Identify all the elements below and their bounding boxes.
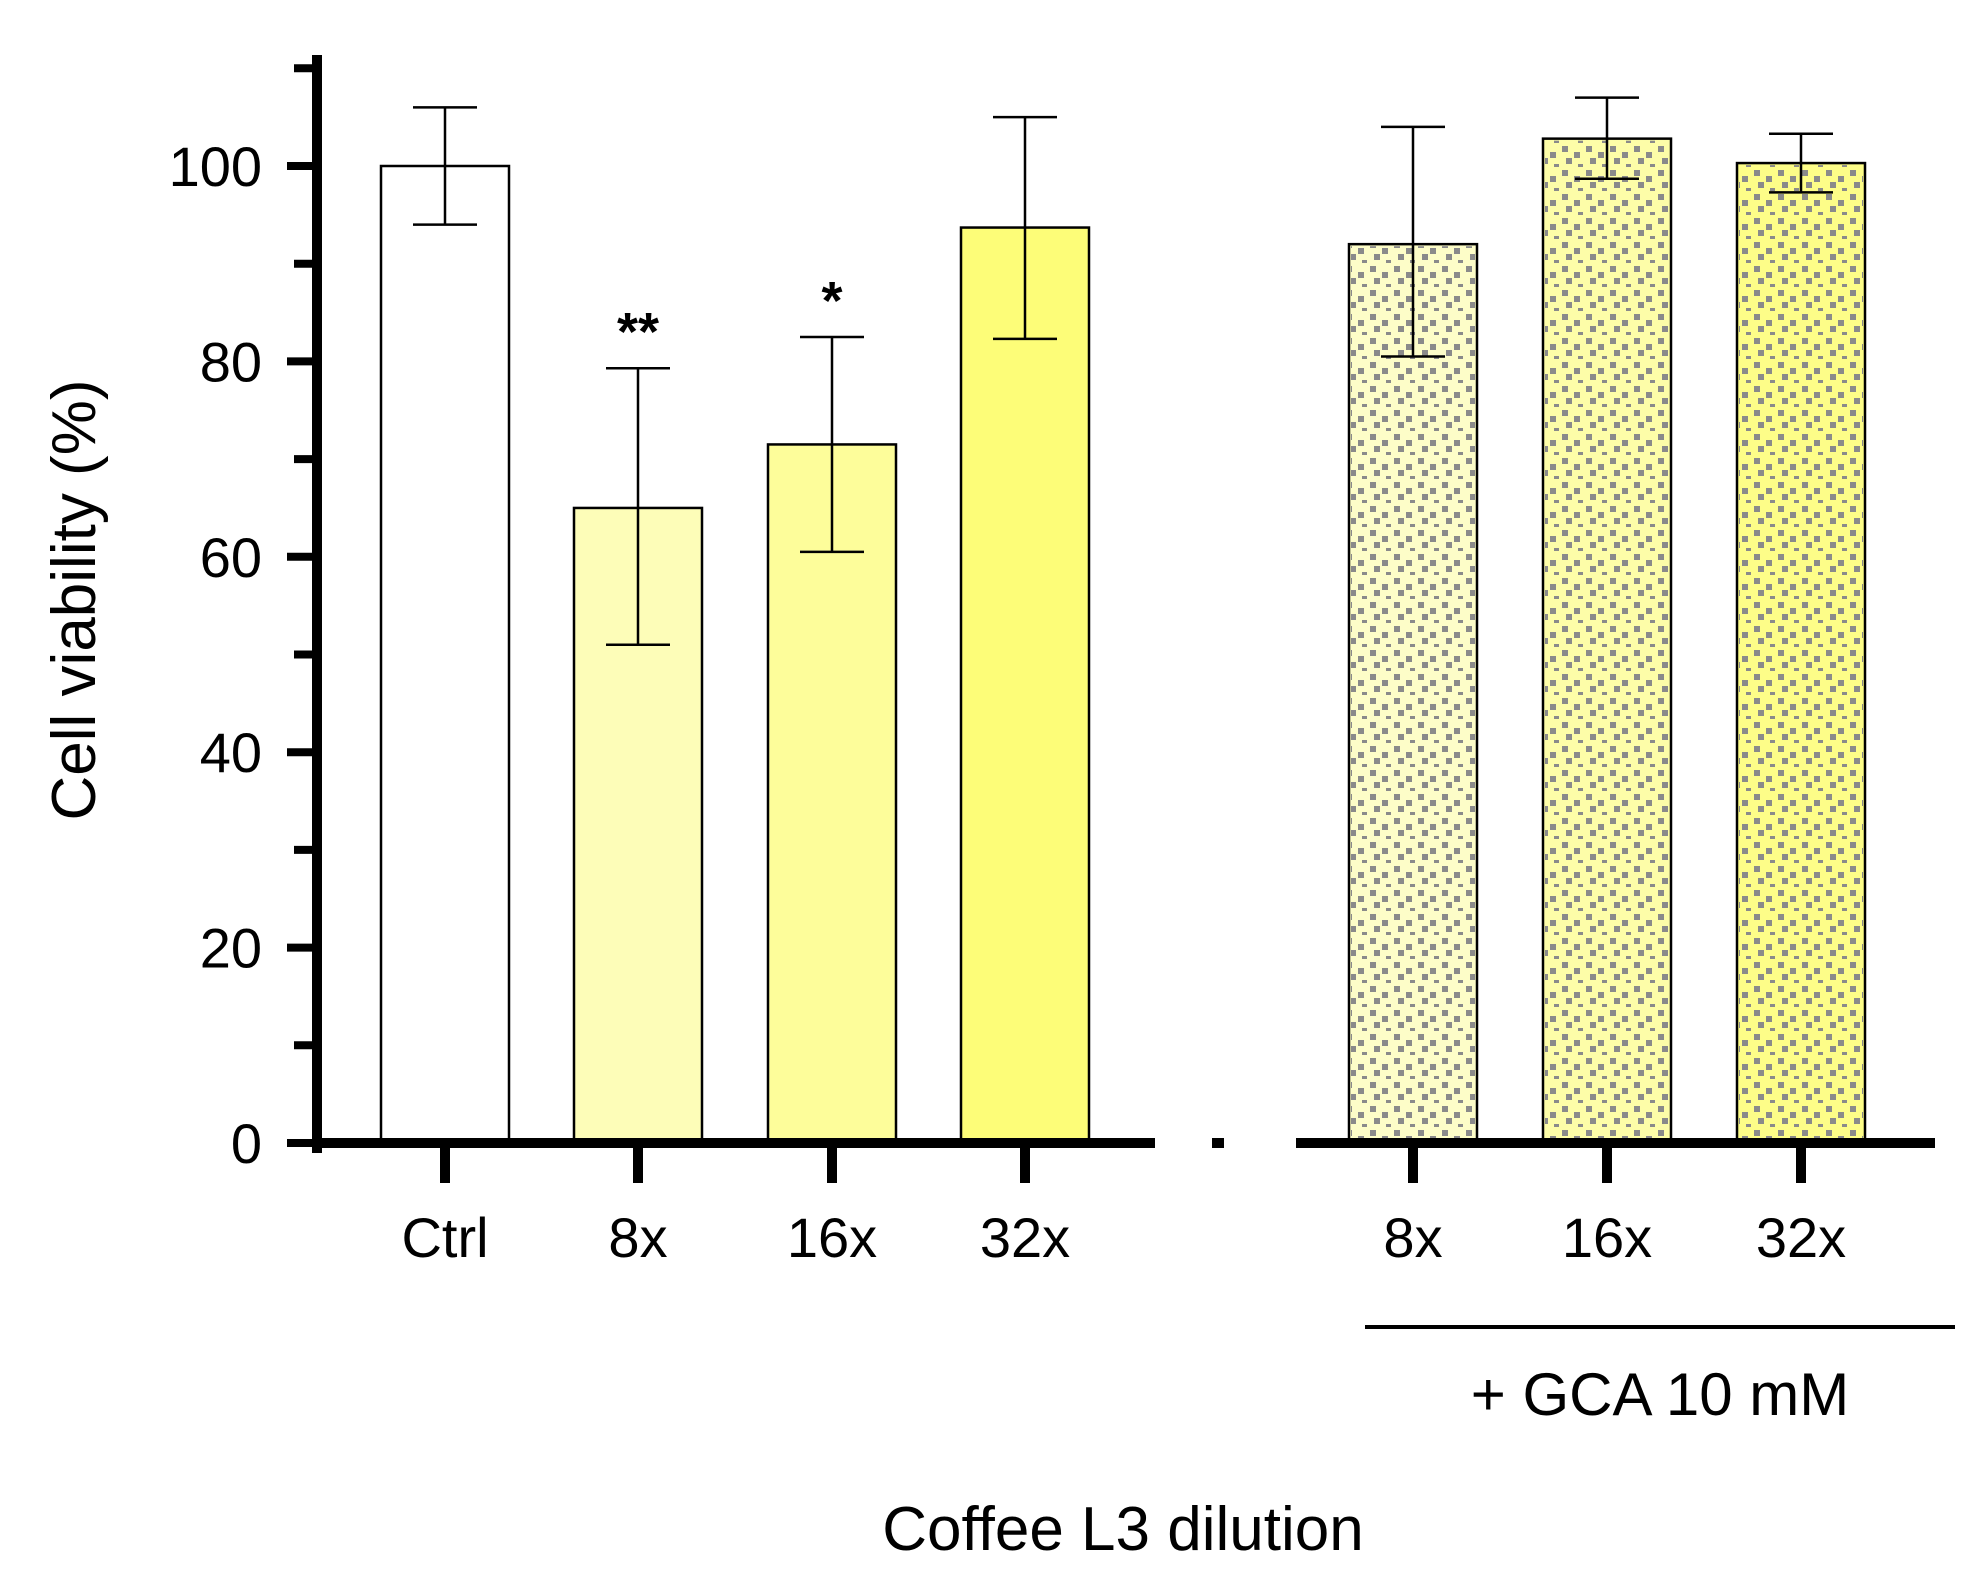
y-tick-label-40: 40 (200, 721, 262, 784)
significance-label-16x: * (821, 271, 842, 331)
y-tick-label-0: 0 (231, 1112, 262, 1175)
y-tick-label-80: 80 (200, 330, 262, 393)
x-tick-label-8x: 8x (608, 1206, 667, 1269)
x-tick-label-16x: 16x (787, 1206, 877, 1269)
bar-pattern-gca-32x (1739, 165, 1863, 1142)
error-bar-16x (800, 335, 864, 554)
bar-pattern-gca-8x (1351, 246, 1475, 1141)
x-tick-label-gca-8x: 8x (1383, 1206, 1442, 1269)
x-axis-title: Coffee L3 dilution (882, 1495, 1363, 1564)
x-tick-label-gca-16x: 16x (1562, 1206, 1652, 1269)
error-bar-gca-8x (1381, 125, 1445, 358)
error-bar-gca-16x (1575, 96, 1639, 180)
axes-layer (312, 55, 1935, 1153)
significance-labels-layer: *** (617, 271, 843, 362)
bar-32x (959, 226, 1091, 1145)
error-bar-ctrl (413, 106, 477, 226)
bars-layer (379, 137, 1867, 1145)
x-tick-label-32x: 32x (980, 1206, 1070, 1269)
x-tick-label-ctrl: Ctrl (401, 1206, 488, 1269)
error-bar-8x (606, 366, 670, 646)
x-ticks-layer: Ctrl 8x 16x 32x 8x 16x 32x (401, 1148, 1846, 1269)
y-ticks-layer: 0 20 40 60 80 100 (169, 64, 317, 1175)
y-tick-label-20: 20 (200, 917, 262, 980)
gca-group-label: + GCA 10 mM (1471, 1361, 1849, 1428)
significance-label-8x: ** (617, 302, 659, 362)
bar-16x (766, 443, 898, 1145)
error-bar-32x (993, 115, 1057, 341)
y-tick-label-100: 100 (169, 135, 262, 198)
y-tick-label-60: 60 (200, 526, 262, 589)
error-bar-gca-32x (1769, 132, 1833, 194)
bar-pattern-gca-16x (1545, 140, 1669, 1142)
bar-ctrl (379, 164, 511, 1145)
y-axis-title: Cell viability (%) (40, 380, 109, 821)
error-bars-layer (413, 96, 1833, 646)
x-tick-label-gca-32x: 32x (1756, 1206, 1846, 1269)
